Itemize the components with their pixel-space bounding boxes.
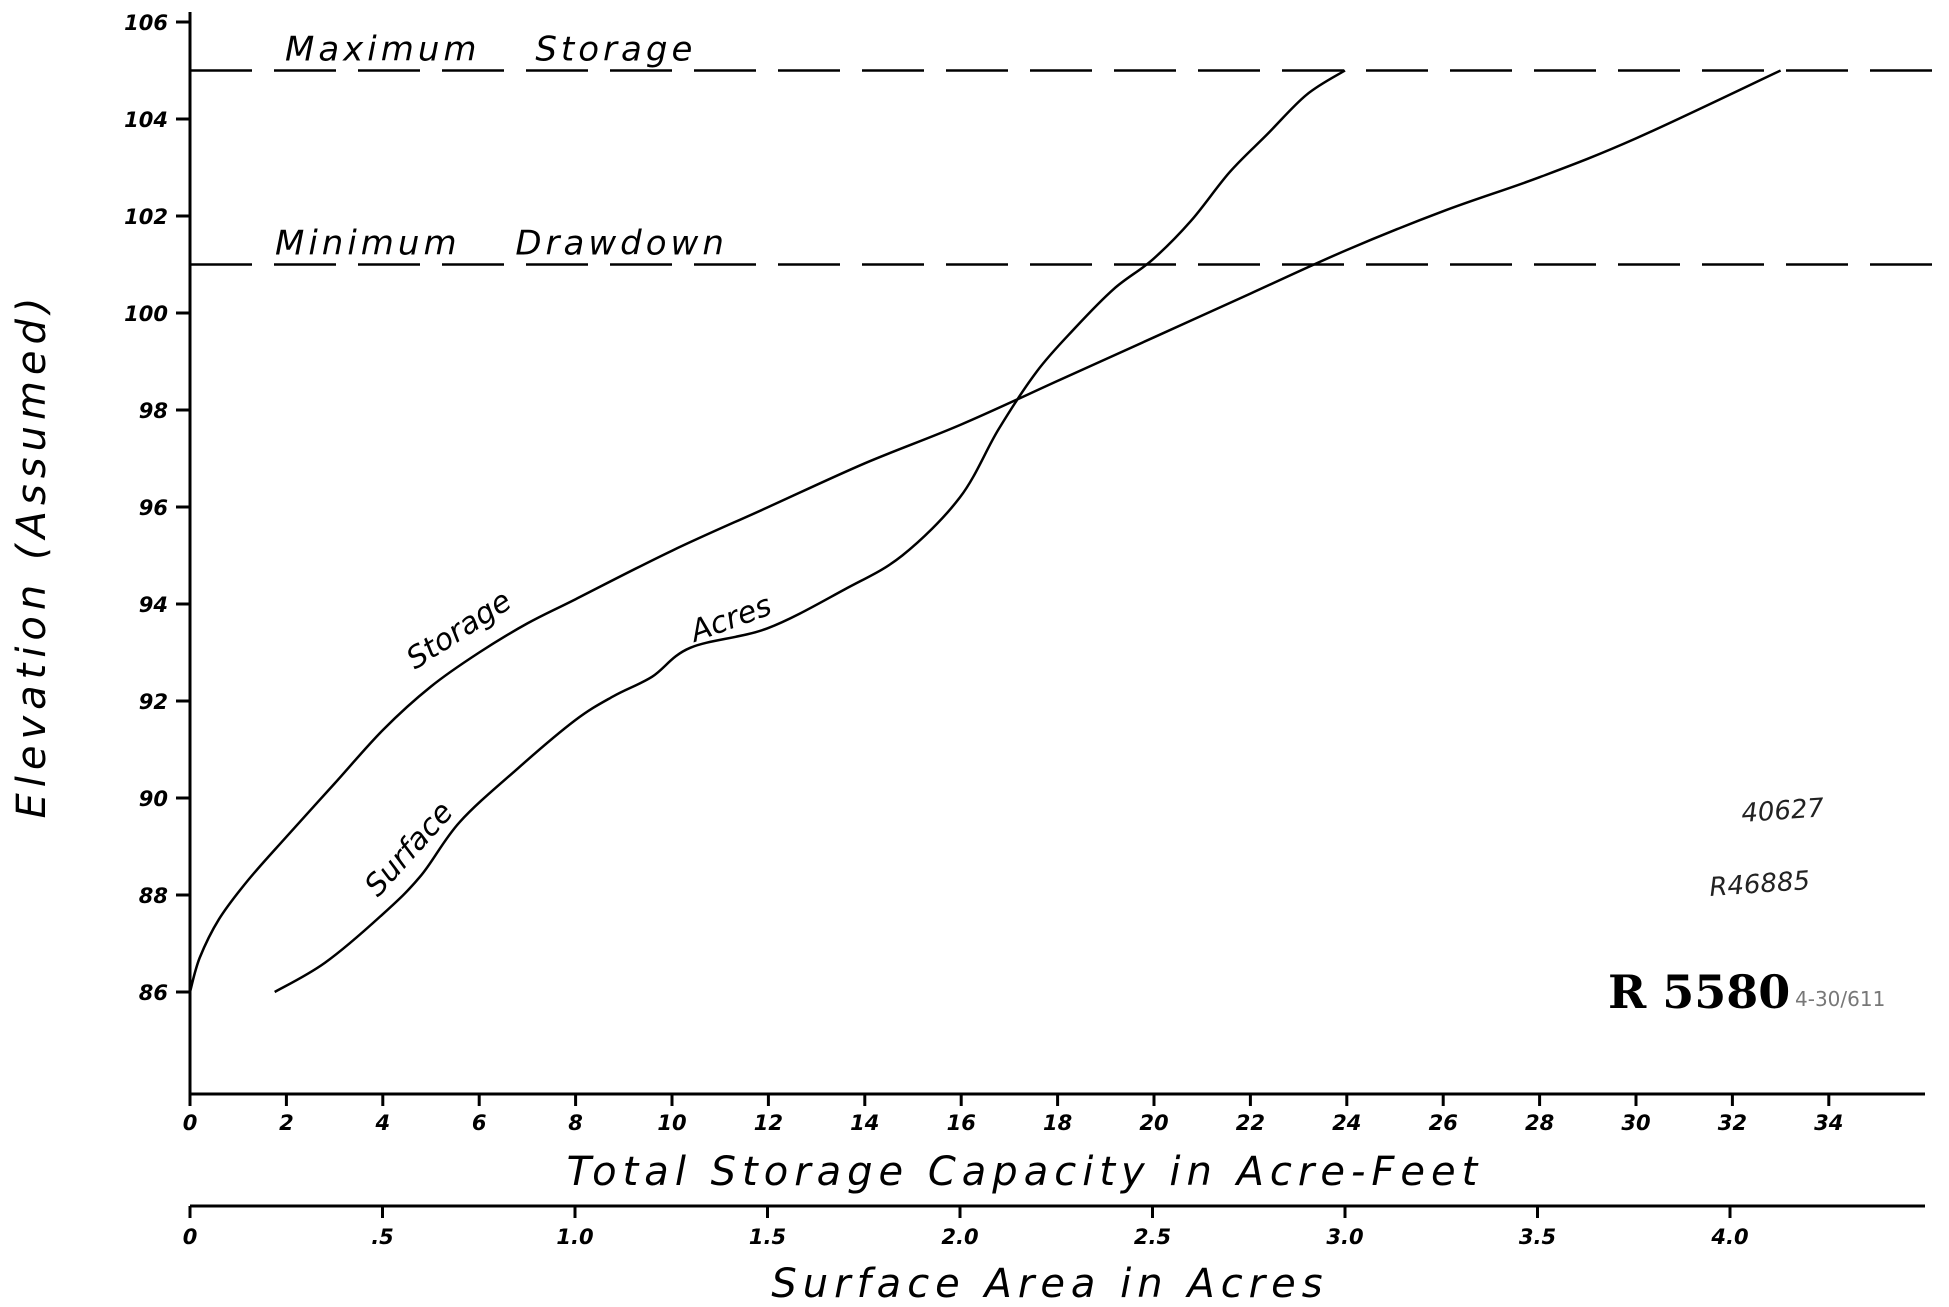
- x2-tick-label: 0: [183, 1225, 198, 1249]
- y-tick-label: 92: [139, 690, 168, 714]
- x-tick-label: 10: [657, 1111, 686, 1135]
- x-tick-label: 28: [1525, 1111, 1554, 1135]
- annotation-number-small: 40627: [1740, 793, 1825, 829]
- x-tick-label: 18: [1043, 1111, 1072, 1135]
- x2-tick-label: 2.5: [1134, 1225, 1171, 1249]
- y-tick-label: 86: [139, 981, 168, 1005]
- x-tick-label: 22: [1236, 1111, 1265, 1135]
- reference-lines: Maximum Storage Minimum Drawdown: [190, 30, 1945, 266]
- x-axis-ticks: 0 2 4 6 8 10 12 14 16 18 20 22 24 26 28 30 32 34: [183, 1094, 1843, 1135]
- curve-label: Acres: [684, 588, 776, 650]
- axes: [188, 12, 1925, 1208]
- x2-tick-label: 2.0: [941, 1225, 978, 1249]
- annotation-number-r: R46885: [1708, 866, 1811, 903]
- y-tick-label: 100: [124, 302, 168, 326]
- annotation-stamp: R 5580: [1608, 965, 1790, 1019]
- x-tick-label: 24: [1332, 1111, 1361, 1135]
- series-line-storage: [188, 69, 1782, 993]
- x-tick-label: 34: [1814, 1111, 1843, 1135]
- x-tick-label: 0: [183, 1111, 198, 1135]
- y-tick-label: 94: [139, 593, 168, 617]
- x-tick-label: 4: [374, 1111, 390, 1135]
- x2-tick-label: .5: [371, 1225, 394, 1249]
- series-line-surface: [274, 69, 1346, 994]
- x-tick-label: 12: [754, 1111, 783, 1135]
- x-tick-label: 20: [1139, 1111, 1168, 1135]
- x-tick-label: 30: [1621, 1111, 1650, 1135]
- x2-axis-title: Surface Area in Acres: [771, 1261, 1328, 1307]
- x-tick-label: 16: [947, 1111, 976, 1135]
- x-tick-label: 6: [472, 1111, 487, 1135]
- y-axis-title: Elevation (Assumed): [9, 291, 55, 818]
- y-tick-label: 90: [139, 787, 168, 811]
- x-tick-label: 14: [850, 1111, 879, 1135]
- x-tick-label: 26: [1429, 1111, 1458, 1135]
- x-tick-label: 2: [279, 1111, 294, 1135]
- y-tick-label: 98: [139, 399, 168, 423]
- reference-line-label: Minimum Drawdown: [275, 224, 728, 264]
- x2-tick-label: 1.5: [749, 1225, 786, 1249]
- y-tick-label: 104: [124, 108, 168, 132]
- y-axis-ticks: 86 88 90 92 94 96 98 100 102 104 106: [124, 11, 190, 1005]
- x-tick-label: 8: [568, 1111, 583, 1135]
- x2-tick-label: 4.0: [1710, 1225, 1748, 1249]
- y-tick-label: 106: [124, 11, 168, 35]
- x-tick-label: 32: [1718, 1111, 1747, 1135]
- x-axis-title: Total Storage Capacity in Acre-Feet: [567, 1149, 1484, 1195]
- x2-tick-label: 3.0: [1326, 1225, 1363, 1249]
- y-tick-label: 102: [124, 205, 168, 229]
- x2-tick-label: 3.5: [1519, 1225, 1556, 1249]
- y-tick-label: 88: [139, 884, 168, 908]
- reference-line-label: Maximum Storage: [285, 30, 696, 70]
- x2-axis-ticks: 0 .5 1.0 1.5 2.0 2.5 3.0 3.5 4.0: [183, 1206, 1749, 1249]
- y-tick-label: 96: [139, 496, 168, 520]
- x2-tick-label: 1.0: [556, 1225, 593, 1249]
- annotation-stamp-suffix: 4-30/611: [1795, 987, 1885, 1011]
- curve-label: Storage: [400, 583, 518, 676]
